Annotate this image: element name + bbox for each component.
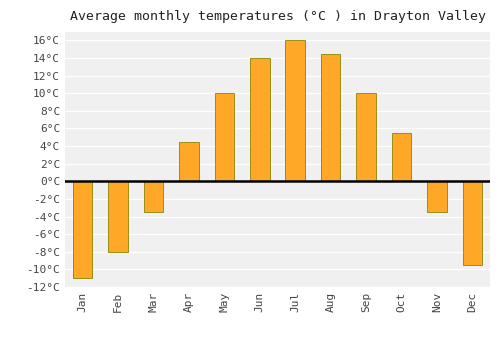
Bar <box>356 93 376 181</box>
Bar <box>462 181 482 265</box>
Bar <box>250 58 270 181</box>
Title: Average monthly temperatures (°C ) in Drayton Valley: Average monthly temperatures (°C ) in Dr… <box>70 10 486 23</box>
Bar <box>286 40 305 181</box>
Bar <box>179 142 199 181</box>
Bar <box>73 181 92 278</box>
Bar <box>144 181 164 212</box>
Bar <box>427 181 446 212</box>
Bar <box>214 93 234 181</box>
Bar <box>321 54 340 181</box>
Bar <box>108 181 128 252</box>
Bar <box>392 133 411 181</box>
